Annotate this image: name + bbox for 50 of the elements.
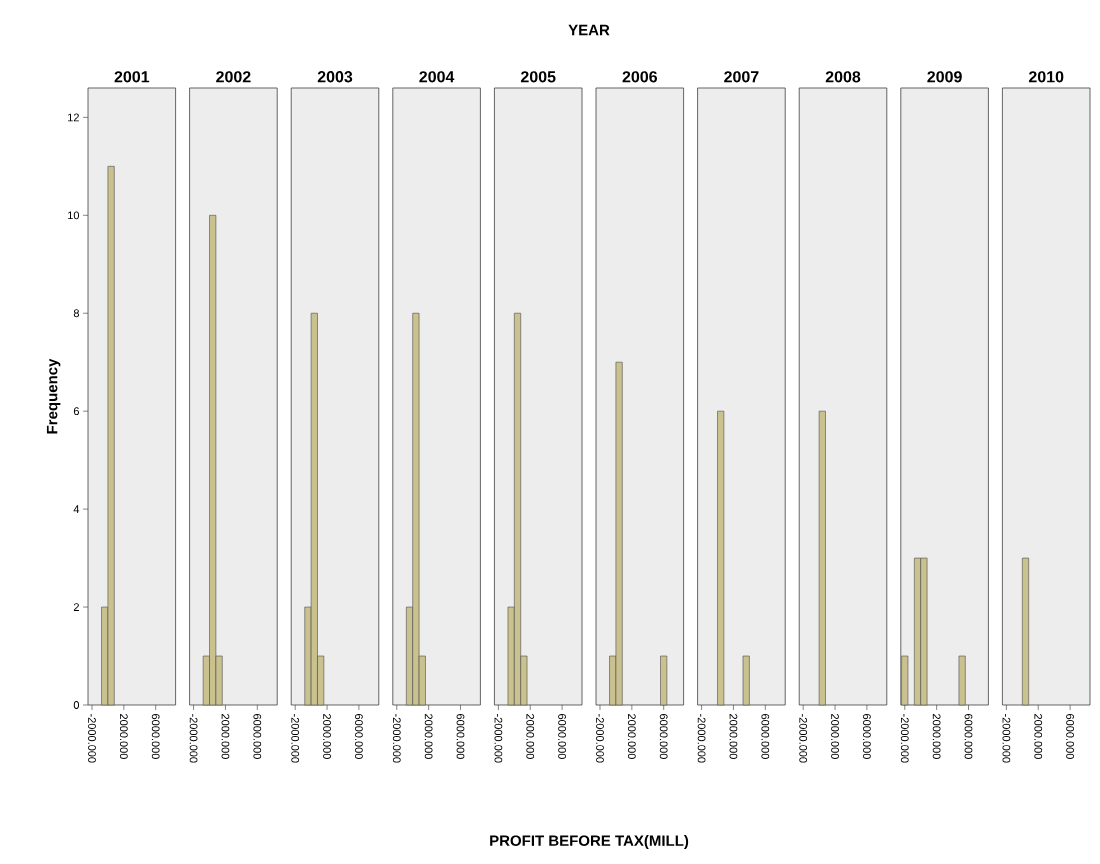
y-tick-label: 8 (73, 309, 79, 318)
x-tick-label: 6000.000 (558, 714, 566, 759)
x-tick-label: 2000.000 (831, 714, 839, 759)
x-tick-label: 6000.000 (964, 714, 973, 759)
y-tick-label: 4 (73, 505, 80, 513)
x-tick-label: 2000.000 (526, 714, 535, 759)
chart-title: 2005 (520, 71, 556, 83)
x-tick-label: 2000.000 (323, 714, 331, 759)
x-tick-label: 2000.000 (424, 714, 433, 759)
x-tick-label: 6000.000 (355, 714, 363, 759)
y-tick-label: 0 (73, 701, 80, 709)
x-axis-title: PROFIT BEFORE TAX(MILL) (490, 834, 689, 849)
x-tick-label: 2000.000 (627, 714, 636, 759)
x-tick-label: 2000.000 (729, 714, 738, 759)
x-tick-label: -2000.000 (494, 714, 503, 763)
x-tick-label: 2000.000 (1034, 714, 1043, 759)
chart-title: 2003 (317, 71, 353, 83)
x-tick-label: -2000.000 (900, 714, 909, 763)
chart-title: 2006 (622, 71, 658, 83)
x-tick-label: 6000.000 (659, 714, 668, 759)
x-tick-label: -2000.000 (189, 714, 198, 763)
chart-title: 2007 (724, 71, 759, 83)
x-tick-label: 2000.000 (221, 714, 230, 759)
x-tick-label: -2000.000 (697, 714, 706, 763)
chart-title: 2009 (927, 71, 962, 83)
y-tick-label: 2 (73, 603, 79, 611)
chart-title: 2008 (825, 71, 861, 83)
y-axis-title: Frequency (46, 358, 61, 434)
chart-title: 2004 (419, 71, 455, 83)
x-tick-label: 6000.000 (761, 714, 770, 759)
y-tick-label: 10 (68, 211, 80, 220)
chart-title: 2010 (1028, 71, 1064, 83)
x-tick-label: 6000.000 (456, 714, 465, 759)
x-tick-label: 6000.000 (1066, 714, 1074, 759)
x-tick-label: 6000.000 (151, 714, 160, 759)
y-tick-label: 6 (73, 407, 79, 416)
x-tick-label: -2000.000 (596, 714, 604, 763)
x-tick-label: -2000.000 (1002, 714, 1011, 763)
chart-title: 2002 (216, 71, 251, 83)
x-tick-label: 2000.000 (119, 714, 128, 759)
text: YEAR (568, 24, 610, 36)
x-tick-label: -2000.000 (88, 714, 96, 763)
x-tick-label: -2000.000 (291, 714, 300, 763)
x-tick-label: 6000.000 (863, 714, 871, 759)
x-tick-label: -2000.000 (799, 714, 808, 763)
y-tick-label: 12 (68, 113, 79, 122)
x-tick-label: 2000.000 (932, 714, 941, 759)
x-tick-label: 6000.000 (253, 714, 262, 759)
x-tick-label: -2000.000 (392, 714, 401, 763)
chart-title: 2001 (114, 71, 150, 83)
